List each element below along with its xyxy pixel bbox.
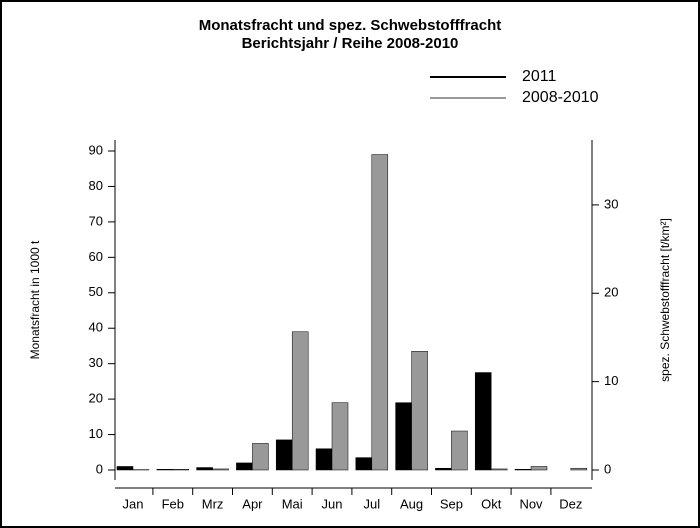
bar xyxy=(355,457,373,471)
y-tick-label: 30 xyxy=(89,355,103,370)
bar xyxy=(315,448,333,471)
x-tick-label: Jun xyxy=(322,496,343,511)
bar xyxy=(570,467,588,471)
y-tick-label: 40 xyxy=(89,320,103,335)
bar xyxy=(116,466,134,471)
y2-tick-label: 10 xyxy=(604,373,618,388)
bar xyxy=(236,462,253,471)
y-tick-label: 20 xyxy=(89,391,103,406)
x-tick-label: Okt xyxy=(481,496,502,511)
y-tick-label: 0 xyxy=(96,461,103,476)
bar xyxy=(331,402,349,471)
bar xyxy=(252,443,269,471)
y2-tick-label: 30 xyxy=(604,196,618,211)
bar xyxy=(451,430,468,471)
y-tick-label: 50 xyxy=(89,284,103,299)
x-tick-label: Mrz xyxy=(202,496,224,511)
x-tick-label: Dez xyxy=(559,496,582,511)
legend-label: 2008-2010 xyxy=(522,89,599,106)
bar xyxy=(395,402,412,471)
bar xyxy=(156,469,174,471)
y-tick-label: 80 xyxy=(89,178,103,193)
bar xyxy=(291,331,309,471)
bar xyxy=(490,468,508,471)
legend-label: 2011 xyxy=(522,68,557,85)
bar xyxy=(172,469,190,471)
y-tick-label: 60 xyxy=(89,249,103,264)
y-tick-label: 70 xyxy=(89,213,103,228)
x-tick-label: Feb xyxy=(162,496,184,511)
bar xyxy=(196,467,213,471)
bar xyxy=(474,372,492,471)
bar xyxy=(435,467,452,471)
bar xyxy=(212,468,229,471)
x-tick-label: Aug xyxy=(400,496,423,511)
bar xyxy=(275,439,293,471)
x-tick-label: Nov xyxy=(519,496,543,511)
chart-subtitle: Berichtsjahr / Reihe 2008-2010 xyxy=(242,35,459,52)
bar xyxy=(514,469,532,471)
bar xyxy=(411,351,428,471)
y2-tick-label: 20 xyxy=(604,285,618,300)
x-tick-label: Mai xyxy=(282,496,303,511)
y2-axis-label: spez. Schwebstofffracht [t/km²] xyxy=(658,218,672,382)
x-tick-label: Sep xyxy=(440,496,463,511)
chart-title: Monatsfracht und spez. Schwebstofffracht xyxy=(199,17,502,34)
x-tick-label: Jul xyxy=(363,496,380,511)
bar xyxy=(530,466,548,471)
y2-tick-label: 0 xyxy=(604,461,611,476)
x-tick-label: Apr xyxy=(242,496,263,511)
y-tick-label: 10 xyxy=(89,426,103,441)
x-tick-label: Jan xyxy=(123,496,144,511)
y-axis-label: Monatsfracht in 1000 t xyxy=(28,240,42,359)
y-tick-label: 90 xyxy=(89,142,103,157)
bar xyxy=(371,154,389,471)
